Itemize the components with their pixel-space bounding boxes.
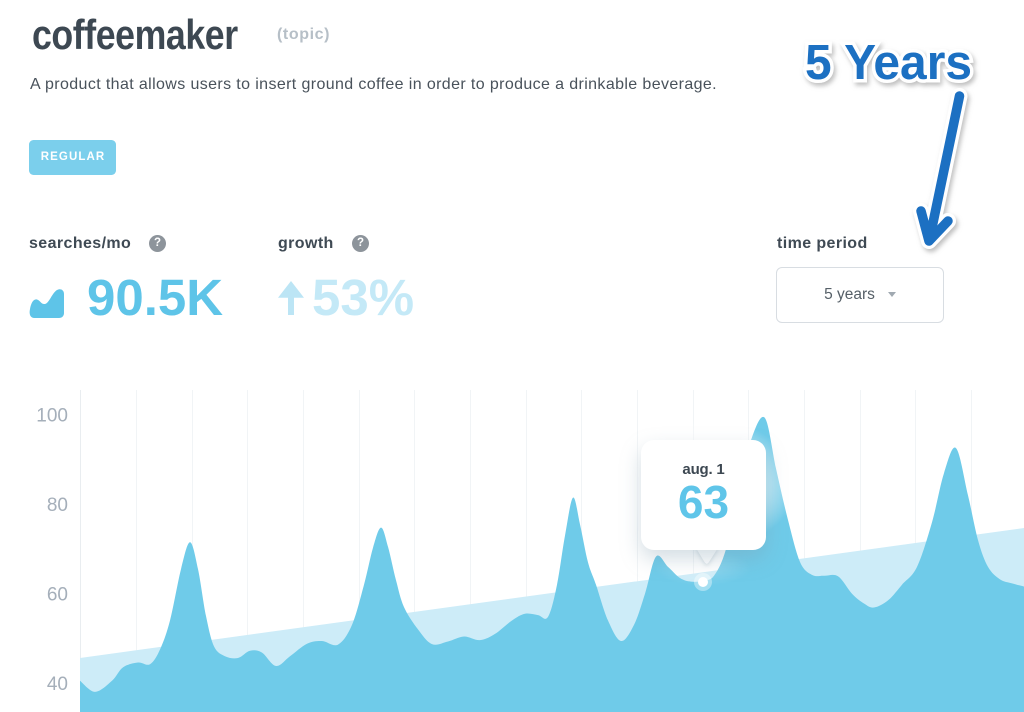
svg-text:100: 100 [36, 406, 68, 427]
svg-text:60: 60 [47, 585, 68, 606]
svg-text:5 Years: 5 Years [805, 36, 972, 90]
svg-text:40: 40 [47, 674, 68, 695]
svg-text:80: 80 [47, 495, 68, 516]
